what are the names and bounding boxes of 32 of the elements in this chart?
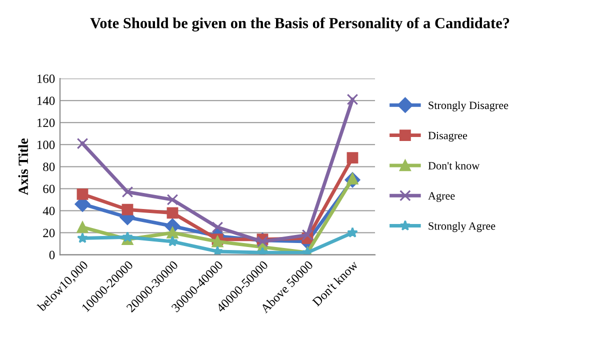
point: [76, 138, 88, 150]
y-tick-label: 140: [37, 96, 55, 106]
legend-label: Strongly Agree: [428, 222, 496, 232]
point: [122, 186, 134, 198]
point: [346, 94, 358, 106]
point: [77, 232, 88, 244]
point: [302, 229, 314, 241]
point: [122, 204, 134, 216]
point: [346, 152, 358, 164]
y-tick-label: 100: [37, 140, 55, 150]
point: [167, 236, 178, 246]
point: [122, 231, 133, 242]
chart-title: Vote Should be given on the Basis of Personality of a Candidate?: [90, 17, 510, 32]
legend-label: Strongly Disagree: [428, 101, 508, 112]
y-tick-label: 120: [37, 118, 55, 128]
legend-label: Agree: [428, 192, 455, 202]
y-tick-label: 60: [43, 184, 55, 194]
y-tick-label: 80: [43, 162, 55, 172]
point: [76, 188, 88, 200]
point: [212, 222, 224, 233]
legend-label: Don't know: [428, 162, 480, 170]
point: [166, 194, 178, 206]
point: [166, 207, 178, 219]
point: [347, 227, 358, 238]
point: [166, 227, 178, 238]
y-tick-label: 0: [49, 250, 55, 260]
y-tick-label: 160: [37, 74, 55, 83]
y-tick-label: 40: [42, 206, 55, 216]
point: [76, 222, 88, 233]
legend-label: Disagree: [428, 132, 468, 142]
y-tick-label: 20: [43, 228, 55, 238]
y-axis-title: Axis Title: [18, 138, 28, 196]
